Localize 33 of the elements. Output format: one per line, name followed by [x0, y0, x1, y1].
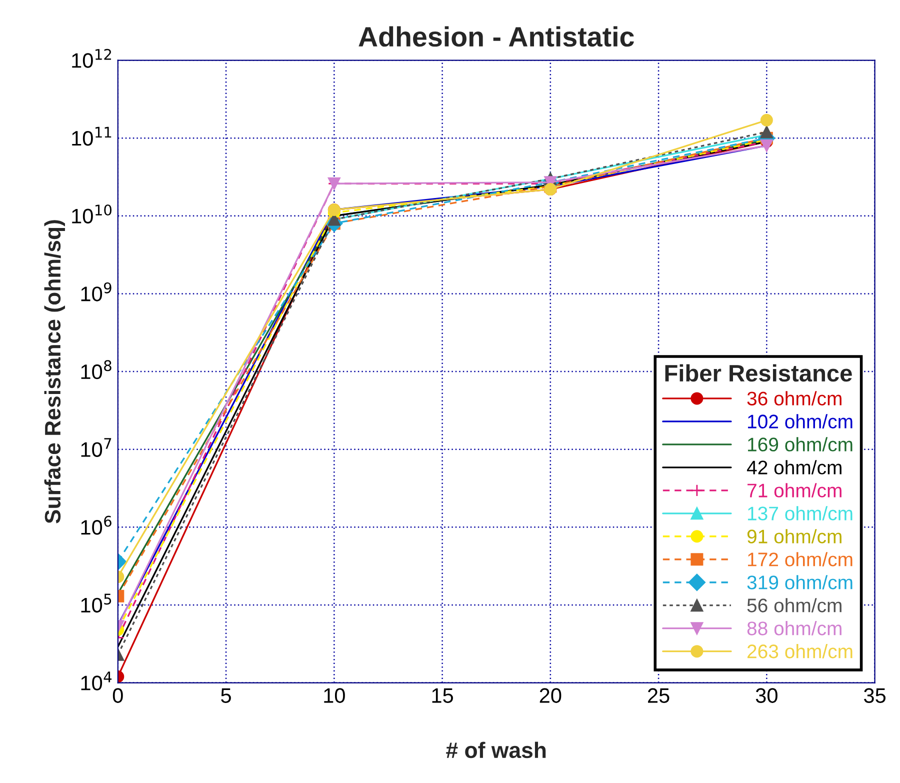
x-tick-label: 10	[324, 688, 345, 703]
legend-label: 91 ohm/cm	[747, 529, 842, 544]
legend-label: 263 ohm/cm	[748, 644, 852, 658]
y-tick-label: 10$^{7}$	[81, 438, 112, 457]
y-tick-label: 10$^{5}$	[81, 594, 112, 613]
x-tick-label: 20	[540, 688, 562, 703]
x-tick-label: 35	[864, 688, 886, 703]
y-axis-title: Surface Resistance (ohm/sq)	[44, 220, 65, 524]
x-axis-title: # of wash	[446, 742, 546, 758]
x-tick-label: 0	[112, 688, 123, 703]
legend-label: 102 ohm/cm	[748, 414, 852, 428]
x-tick-label: 15	[432, 688, 453, 703]
y-tick-label: 10$^{10}$	[72, 204, 112, 224]
y-tick-label: 10$^{12}$	[72, 48, 112, 68]
legend-label: 56 ohm/cm	[747, 598, 842, 612]
legend-label: 319 ohm/cm	[747, 575, 852, 590]
legend-label: 36 ohm/cm	[747, 391, 842, 406]
legend-title: Fiber Resistance	[665, 364, 852, 382]
y-tick-label: 10$^{9}$	[81, 282, 112, 302]
y-tick-label: 10$^{4}$	[81, 672, 112, 690]
chart-title: Adhesion - Antistatic	[358, 26, 634, 47]
legend-label: 169 ohm/cm	[748, 437, 852, 452]
legend-label: 172 ohm/cm	[748, 552, 852, 566]
legend-label: 88 ohm/cm	[747, 621, 842, 636]
x-tick-label: 30	[756, 688, 778, 703]
x-tick-label: 25	[648, 688, 670, 703]
x-tick-label: 5	[221, 688, 231, 703]
legend-label: 42 ohm/cm	[746, 460, 842, 474]
y-tick-label: 10$^{6}$	[81, 516, 112, 535]
legend-label: 137 ohm/cm	[748, 506, 852, 520]
legend-label: 71 ohm/cm	[748, 483, 842, 498]
y-tick-label: 10$^{11}$	[72, 126, 112, 146]
y-tick-label: 10$^{8}$	[81, 360, 112, 380]
